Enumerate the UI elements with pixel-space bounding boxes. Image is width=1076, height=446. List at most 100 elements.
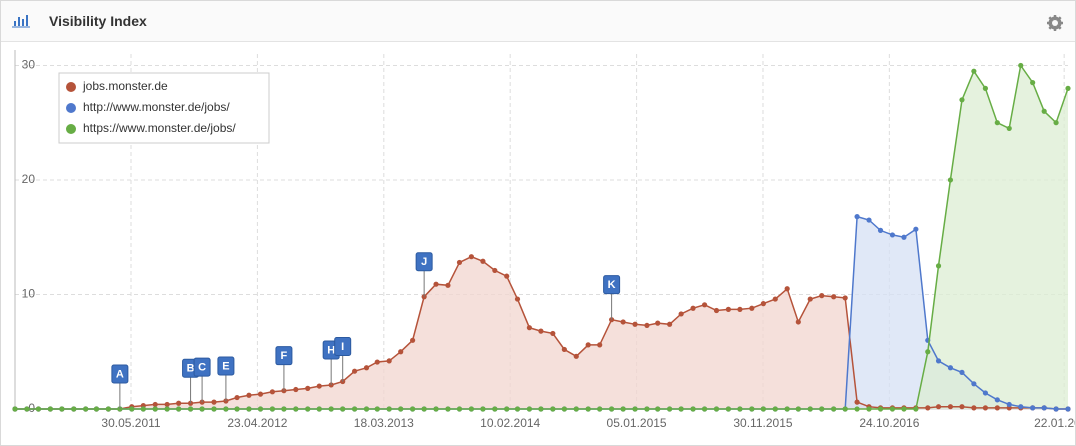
data-point [784, 286, 790, 292]
data-point [269, 406, 275, 412]
data-point [257, 406, 264, 412]
data-point [620, 406, 626, 412]
data-point [713, 307, 720, 314]
data-point [316, 406, 322, 412]
data-point [433, 281, 439, 287]
settings-icon[interactable] [1045, 13, 1065, 33]
legend-marker [66, 82, 76, 92]
data-point [352, 406, 358, 412]
data-point [959, 404, 965, 410]
data-point [737, 406, 743, 412]
data-point [538, 328, 544, 334]
data-point [725, 406, 731, 412]
data-point [749, 305, 755, 311]
annotation-flag [217, 356, 235, 376]
data-point [1018, 404, 1024, 410]
data-point [655, 406, 661, 412]
data-point [352, 368, 358, 374]
data-point [199, 406, 205, 412]
data-point [363, 365, 370, 371]
x-tick-label: 10.02.2014 [480, 416, 540, 430]
data-point [386, 406, 392, 412]
annotation-label: A [116, 368, 124, 380]
data-point [211, 399, 217, 405]
data-point [877, 406, 884, 412]
data-point [398, 406, 404, 412]
data-point [456, 406, 463, 412]
data-point [690, 305, 696, 311]
data-point [701, 302, 708, 308]
annotation-label: I [341, 341, 344, 353]
data-point [492, 406, 498, 412]
data-point [842, 295, 848, 301]
data-point [561, 346, 567, 353]
data-point [410, 337, 416, 343]
data-point [947, 365, 954, 371]
data-point [807, 296, 813, 302]
data-point [994, 120, 1000, 126]
data-point [480, 258, 486, 264]
chart-icon[interactable] [7, 1, 37, 41]
data-point [456, 259, 463, 266]
annotation-flag [603, 275, 621, 295]
data-point [550, 330, 556, 337]
data-point [1018, 62, 1024, 69]
data-point [573, 353, 579, 359]
widget-header: Visibility Index [1, 1, 1075, 42]
data-point [585, 406, 591, 412]
data-point [1006, 125, 1012, 132]
data-point [164, 401, 170, 408]
data-point [257, 391, 264, 397]
data-point [585, 342, 591, 348]
data-point [784, 406, 790, 412]
data-point [959, 369, 965, 375]
data-point [994, 397, 1000, 403]
legend-box [58, 72, 270, 144]
legend-marker [66, 103, 76, 113]
data-point [363, 406, 370, 412]
data-point [935, 404, 942, 410]
data-point [468, 406, 474, 412]
data-point [866, 217, 872, 223]
data-point [866, 406, 872, 412]
data-point [1053, 120, 1059, 126]
data-point [655, 320, 661, 326]
data-point [187, 406, 194, 412]
annotation-flag [275, 346, 293, 366]
data-point [935, 358, 942, 364]
data-point [514, 406, 521, 412]
data-point [935, 263, 942, 269]
x-tick-label: 24.10.2016 [859, 416, 919, 430]
data-point [445, 406, 451, 412]
x-tick-label: 05.01.2015 [607, 416, 667, 430]
data-point [340, 406, 346, 412]
y-tick-label: 20 [22, 172, 36, 186]
data-point [737, 306, 743, 312]
data-point [504, 273, 510, 279]
legend-label: https://www.monster.de/jobs/ [83, 121, 236, 135]
data-point [772, 296, 778, 302]
data-point [925, 349, 931, 355]
data-point [690, 406, 696, 412]
data-point [971, 405, 977, 411]
data-point [678, 311, 684, 317]
data-point [561, 406, 567, 412]
data-point [819, 406, 825, 412]
data-point [421, 406, 427, 412]
data-point [234, 406, 240, 412]
data-point [749, 406, 755, 412]
annotation-flag [193, 357, 211, 377]
data-point [526, 325, 532, 331]
data-point [316, 383, 322, 389]
data-point [971, 68, 977, 74]
data-point [293, 406, 299, 412]
data-point [772, 406, 778, 412]
data-point [93, 406, 100, 412]
data-point [889, 406, 896, 412]
data-point [514, 296, 521, 302]
data-point [701, 406, 708, 412]
data-point [71, 406, 77, 412]
data-point [901, 406, 907, 412]
data-point [831, 294, 837, 300]
